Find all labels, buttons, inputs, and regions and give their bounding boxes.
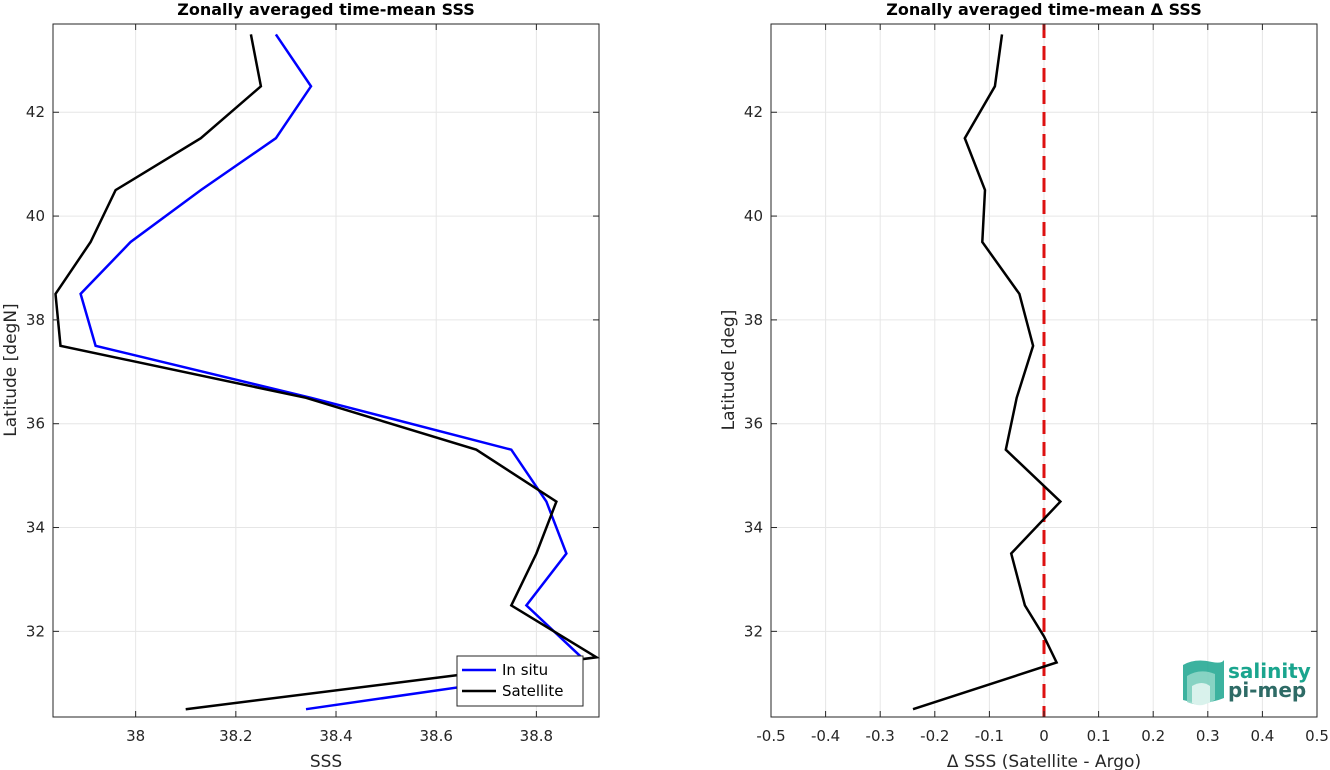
y-tick-label: 34 [26, 519, 45, 537]
tick-labels: -0.5 -0.4 -0.3 -0.2 -0.1 0 0.1 0.2 0.3 0.4 0.5 32 34… [744, 24, 1329, 745]
y-tick-label: 38 [744, 311, 763, 329]
y-tick-label: 38 [26, 311, 45, 329]
y-tick-label: 36 [26, 415, 45, 433]
x-axis-label: SSS [310, 752, 342, 770]
y-tick-label: 32 [744, 622, 763, 640]
series-line-in-situ [79, 33, 584, 711]
x-tick-label: 0.1 [1087, 727, 1111, 745]
x-tick-label: 38.8 [520, 727, 553, 745]
x-axis-label: Δ SSS (Satellite - Argo) [947, 752, 1141, 770]
x-tick-label: 38.6 [419, 727, 452, 745]
x-tick-label: -0.5 [756, 727, 785, 745]
y-axis-label: Latitude [deg] [719, 310, 739, 431]
logo-line2: pi-mep [1228, 678, 1306, 702]
salinity-waves-icon [1183, 660, 1224, 706]
series-lines [54, 33, 601, 711]
logo-line1: salinity [1228, 659, 1311, 683]
series-line-satellite [54, 34, 601, 711]
plot-frame [52, 23, 600, 718]
legend-box [456, 655, 584, 707]
x-tick-label: 0.4 [1250, 727, 1274, 745]
x-tick-label: 38.2 [219, 727, 252, 745]
y-tick-label: 36 [744, 415, 763, 433]
tick-labels: 38 38.2 38.4 38.6 38.8 32 34 36 38 40 42 [26, 24, 599, 745]
salinity-pi-mep-logo: salinity pi-mep [1183, 659, 1311, 706]
grid [53, 24, 599, 717]
x-tick-label: 0.3 [1196, 727, 1220, 745]
chart-title: Zonally averaged time-mean SSS [177, 0, 475, 19]
series-line-delta-sss [912, 34, 1063, 711]
y-tick-label: 42 [744, 103, 763, 121]
legend-label-satellite: Satellite [502, 682, 563, 700]
x-tick-label: 0.2 [1141, 727, 1165, 745]
legend-label-in-situ: In situ [502, 661, 548, 679]
chart-title: Zonally averaged time-mean Δ SSS [886, 0, 1202, 19]
legend: In situ Satellite [456, 655, 584, 707]
grid [771, 24, 1317, 717]
y-tick-label: 32 [26, 622, 45, 640]
y-tick-label: 34 [744, 519, 763, 537]
x-tick-label: 0.5 [1305, 727, 1329, 745]
series-lines [912, 34, 1063, 711]
y-tick-label: 40 [744, 207, 763, 225]
sss-chart: Zonally averaged time-mean SSS 38 38.2 38.… [1, 0, 601, 770]
y-axis-label: Latitude [degN] [1, 303, 21, 436]
y-tick-label: 42 [26, 103, 45, 121]
x-tick-label: -0.3 [866, 727, 895, 745]
x-tick-label: -0.1 [975, 727, 1004, 745]
x-tick-label: 38.4 [319, 727, 352, 745]
delta-sss-chart: Zonally averaged time-mean Δ SSS -0.5 -0.… [719, 0, 1329, 770]
y-tick-label: 40 [26, 207, 45, 225]
x-tick-label: -0.4 [811, 727, 840, 745]
x-tick-label: 38 [126, 727, 145, 745]
x-tick-label: 0 [1039, 727, 1049, 745]
x-tick-label: -0.2 [920, 727, 949, 745]
